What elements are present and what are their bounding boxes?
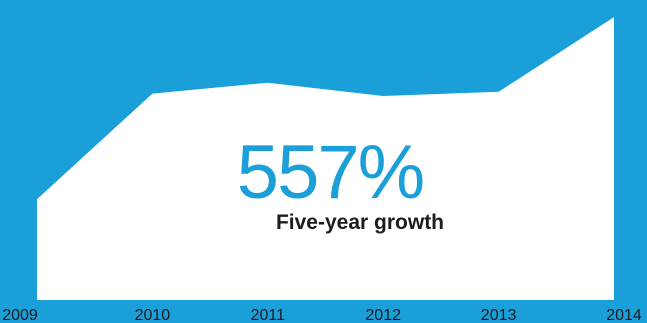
x-tick-label-2010: 2010 (135, 307, 171, 323)
area-layer (37, 17, 614, 300)
x-tick-label-2013: 2013 (481, 307, 517, 323)
x-tick-label-2012: 2012 (365, 307, 401, 323)
x-axis: 2009 2010 2011 2012 2013 2014 (2, 307, 642, 323)
series-area (37, 17, 614, 300)
x-tick-label-2011: 2011 (251, 307, 286, 323)
x-tick-label-2009: 2009 (2, 307, 38, 323)
growth-percentage: 557% (236, 130, 425, 215)
growth-label: Five-year growth (275, 211, 445, 234)
x-tick-label-2014: 2014 (606, 307, 642, 323)
